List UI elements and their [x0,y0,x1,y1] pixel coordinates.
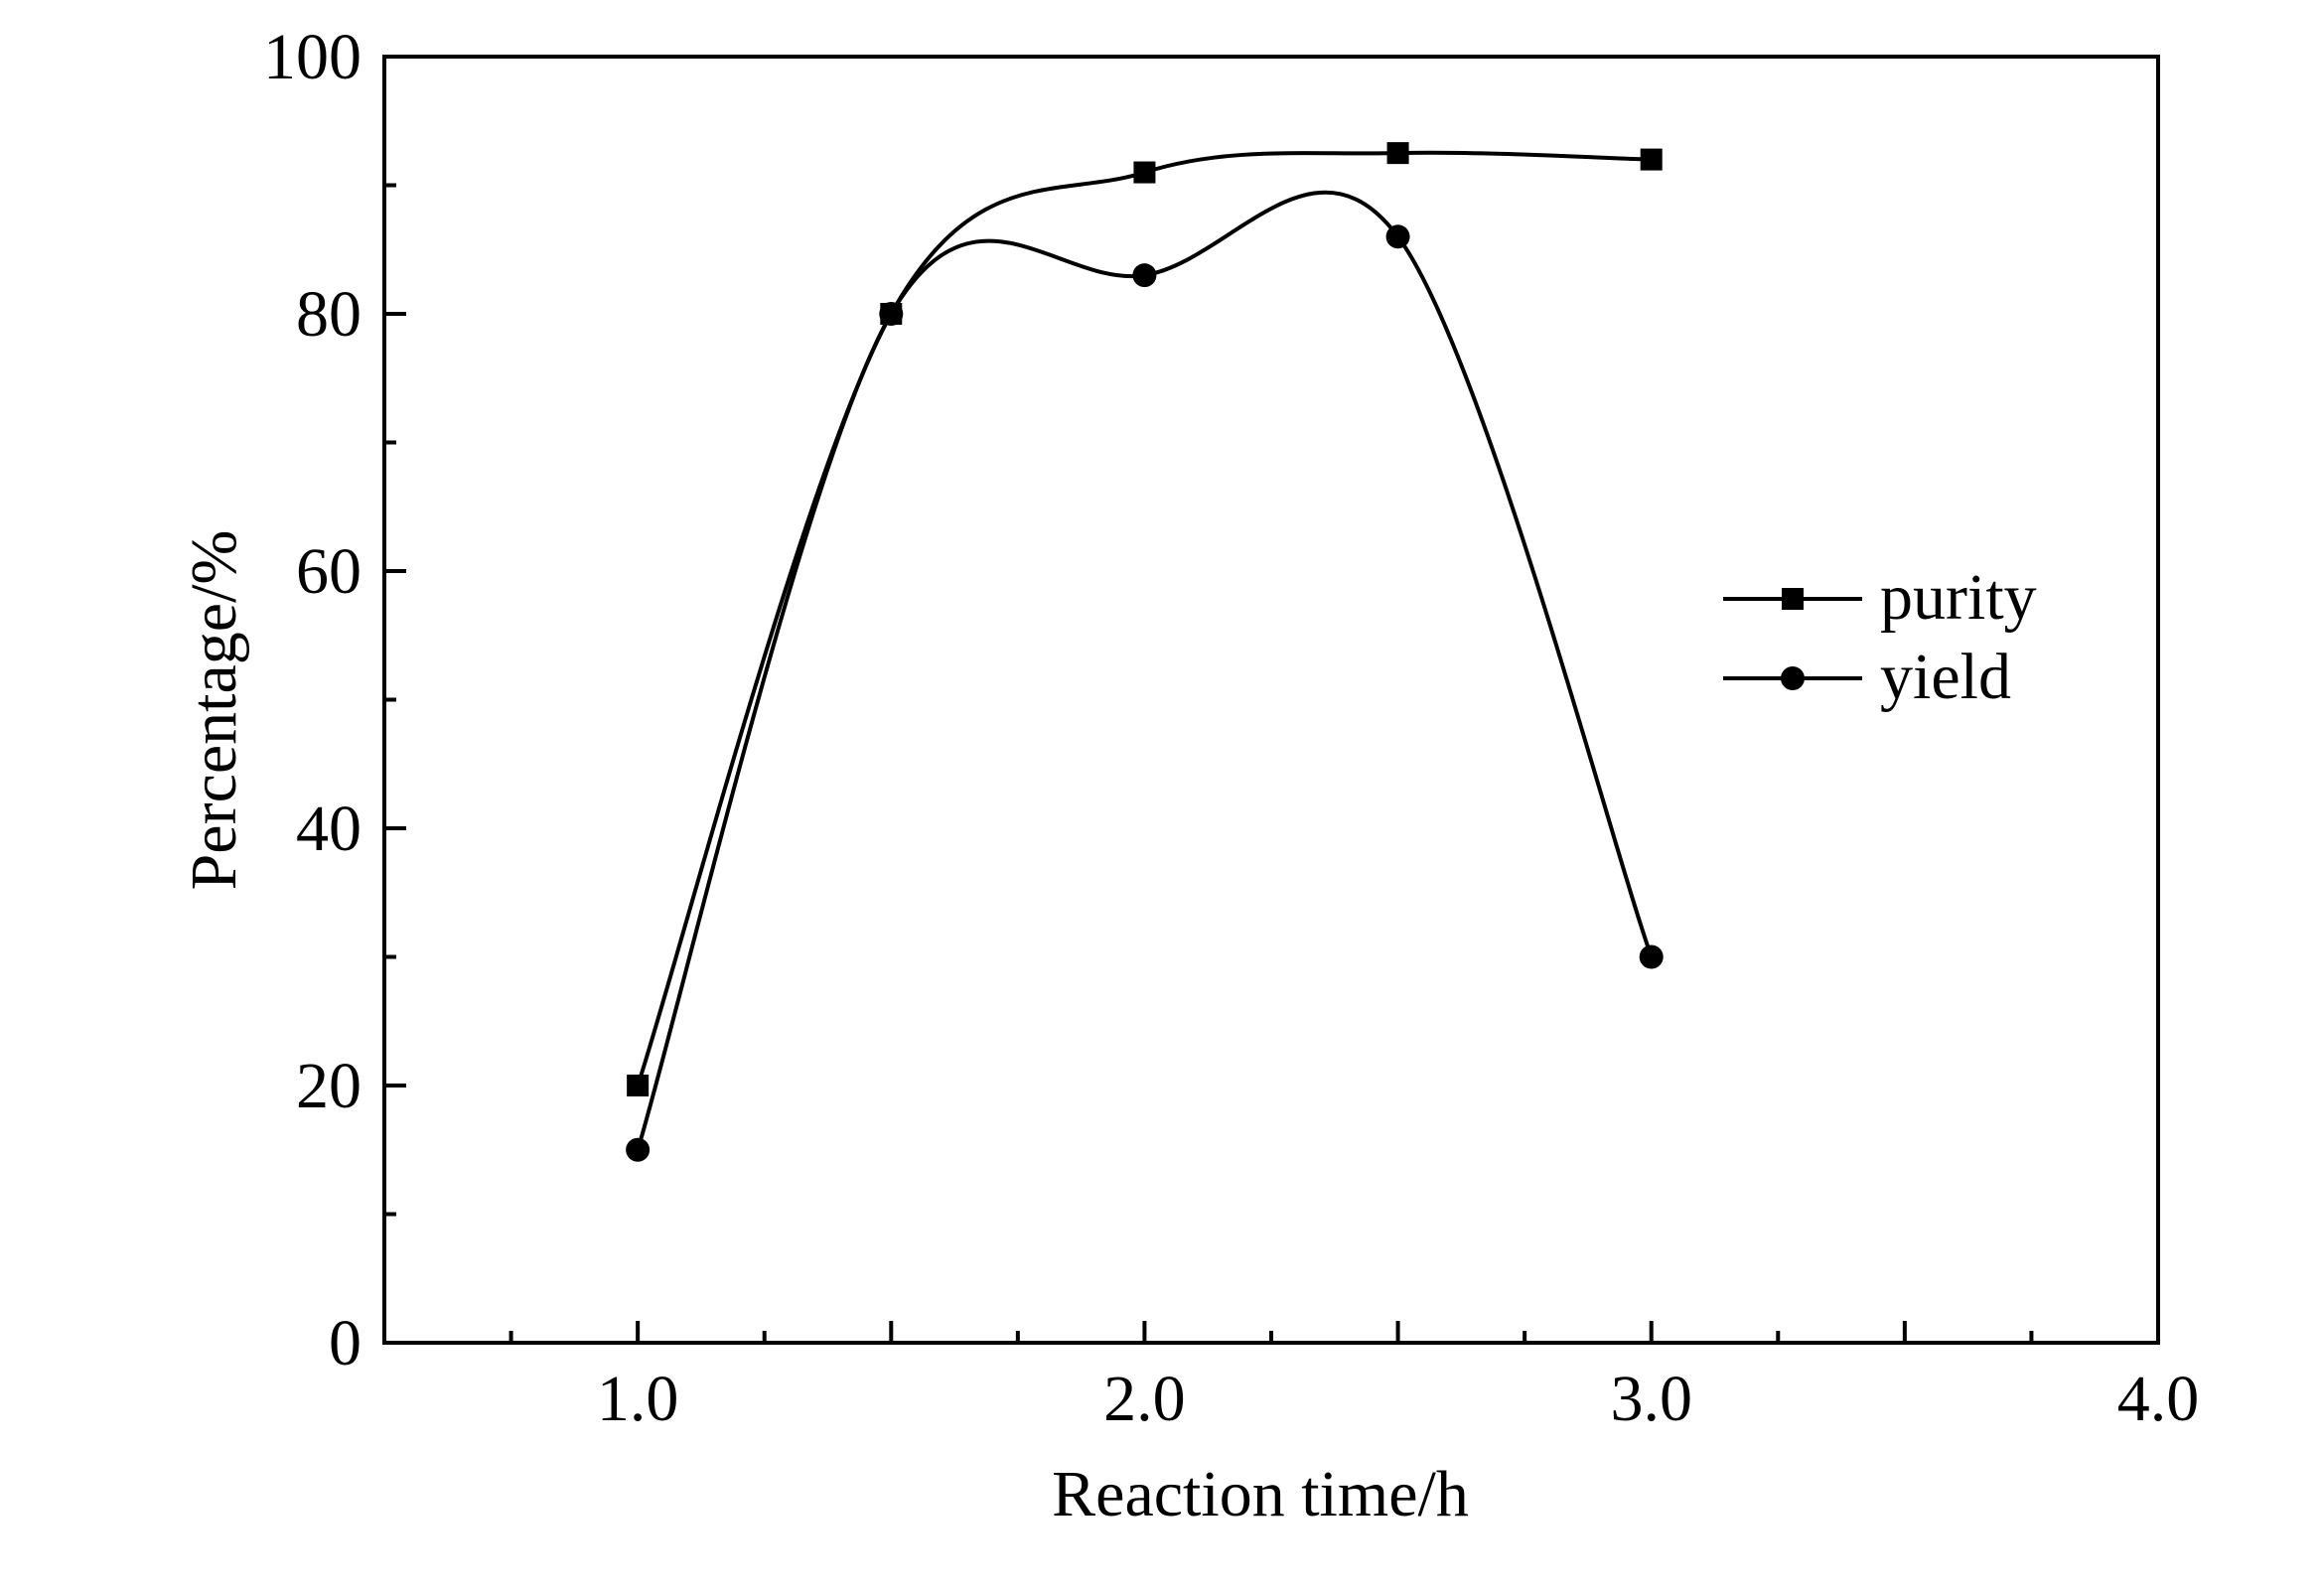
y-tick-label: 60 [296,535,362,608]
y-axis-title: Percentage/% [178,530,250,891]
legend-label-purity: purity [1880,561,2037,634]
purity-point [1133,161,1156,184]
y-tick-label: 0 [329,1307,362,1379]
x-tick-label: 4.0 [2117,1363,2200,1435]
y-tick-label: 80 [296,278,362,351]
legend-marker-yield [1781,666,1805,690]
y-tick-label: 40 [296,793,362,865]
yield-point [1385,224,1410,249]
yield-point [879,302,904,326]
plot-area-frame [382,55,2160,1345]
yield-point [1639,944,1664,969]
y-tick-label: 20 [296,1050,362,1122]
yield-line [636,190,1654,1151]
purity-point [1386,142,1409,165]
legend-label-yield: yield [1880,641,2011,713]
yield-point [626,1137,651,1162]
purity-line [636,150,1652,1087]
legend-marker-purity [1782,588,1804,610]
yield-point [1132,263,1157,288]
x-tick-label: 2.0 [1103,1363,1186,1435]
tick-labels: 1.0 2.0 3.0 4.0 0 20 40 60 80 100 [263,21,2199,1435]
series-group [626,142,1664,1162]
x-axis-title: Reaction time/h [1052,1458,1469,1530]
purity-point [1640,148,1663,171]
y-tick-label: 100 [263,21,362,93]
x-tick-label: 1.0 [597,1363,679,1435]
x-tick-label: 3.0 [1610,1363,1692,1435]
purity-point [627,1075,650,1096]
